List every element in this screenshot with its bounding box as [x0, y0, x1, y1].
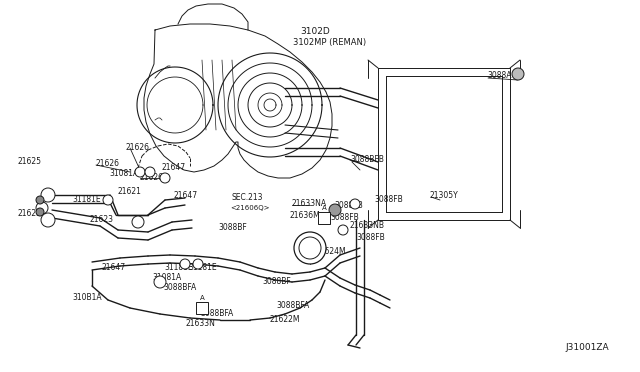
- Text: 21647: 21647: [162, 164, 186, 173]
- Text: 21647: 21647: [102, 263, 126, 273]
- Circle shape: [36, 202, 48, 214]
- Text: A: A: [200, 295, 204, 301]
- Text: 31181E: 31181E: [72, 196, 100, 205]
- Text: 3088FB: 3088FB: [330, 214, 359, 222]
- Text: 31081A: 31081A: [109, 170, 138, 179]
- Text: 3088BFA: 3088BFA: [276, 301, 309, 311]
- Text: 21626: 21626: [126, 144, 150, 153]
- Circle shape: [103, 195, 113, 205]
- Text: 21305Y: 21305Y: [430, 192, 459, 201]
- Text: 21623: 21623: [90, 215, 114, 224]
- Text: 3088BFB: 3088BFB: [350, 155, 384, 164]
- Circle shape: [512, 68, 524, 80]
- Text: <21606Q>: <21606Q>: [230, 205, 269, 211]
- Text: 21636M: 21636M: [290, 212, 321, 221]
- Text: 310B1A: 310B1A: [72, 294, 102, 302]
- Circle shape: [180, 259, 190, 269]
- Text: 21621: 21621: [118, 187, 142, 196]
- Circle shape: [132, 216, 144, 228]
- Text: 3088FB: 3088FB: [356, 234, 385, 243]
- Text: J31001ZA: J31001ZA: [565, 343, 609, 353]
- Circle shape: [338, 225, 348, 235]
- Circle shape: [41, 188, 55, 202]
- Text: 21625: 21625: [18, 157, 42, 167]
- Text: 31181E: 31181E: [164, 263, 193, 273]
- Text: 21647: 21647: [174, 192, 198, 201]
- Text: 31081A: 31081A: [152, 273, 181, 282]
- Text: 3088FB: 3088FB: [374, 196, 403, 205]
- Text: 21626: 21626: [139, 173, 163, 183]
- Text: A: A: [322, 205, 326, 211]
- Circle shape: [154, 276, 166, 288]
- Circle shape: [36, 208, 44, 216]
- Text: 3088BF: 3088BF: [218, 224, 247, 232]
- Circle shape: [299, 237, 321, 259]
- Text: SEC.213: SEC.213: [232, 193, 264, 202]
- Text: 21633NA: 21633NA: [291, 199, 326, 208]
- Text: 31181E: 31181E: [188, 263, 216, 273]
- Text: 3088BFA: 3088BFA: [200, 310, 233, 318]
- Text: 3088BFA: 3088BFA: [163, 283, 196, 292]
- Text: 21625: 21625: [18, 209, 42, 218]
- Bar: [318, 212, 330, 224]
- Text: 3102D: 3102D: [300, 28, 330, 36]
- Text: 3102MP (REMAN): 3102MP (REMAN): [293, 38, 366, 48]
- Circle shape: [294, 232, 326, 264]
- Circle shape: [329, 204, 341, 216]
- Text: 3088FB: 3088FB: [334, 202, 363, 211]
- Text: 21624M: 21624M: [316, 247, 347, 257]
- Circle shape: [160, 173, 170, 183]
- Text: 3088BF: 3088BF: [262, 278, 291, 286]
- Text: 21626: 21626: [96, 160, 120, 169]
- Circle shape: [193, 259, 203, 269]
- Circle shape: [135, 167, 145, 177]
- Bar: [196, 302, 208, 314]
- Text: 21622M: 21622M: [270, 315, 301, 324]
- Text: 21633N: 21633N: [186, 320, 216, 328]
- Circle shape: [36, 196, 44, 204]
- Text: 3088A: 3088A: [487, 71, 511, 80]
- Circle shape: [41, 213, 55, 227]
- Circle shape: [350, 199, 360, 209]
- Circle shape: [145, 167, 155, 177]
- Text: 21633NB: 21633NB: [350, 221, 385, 231]
